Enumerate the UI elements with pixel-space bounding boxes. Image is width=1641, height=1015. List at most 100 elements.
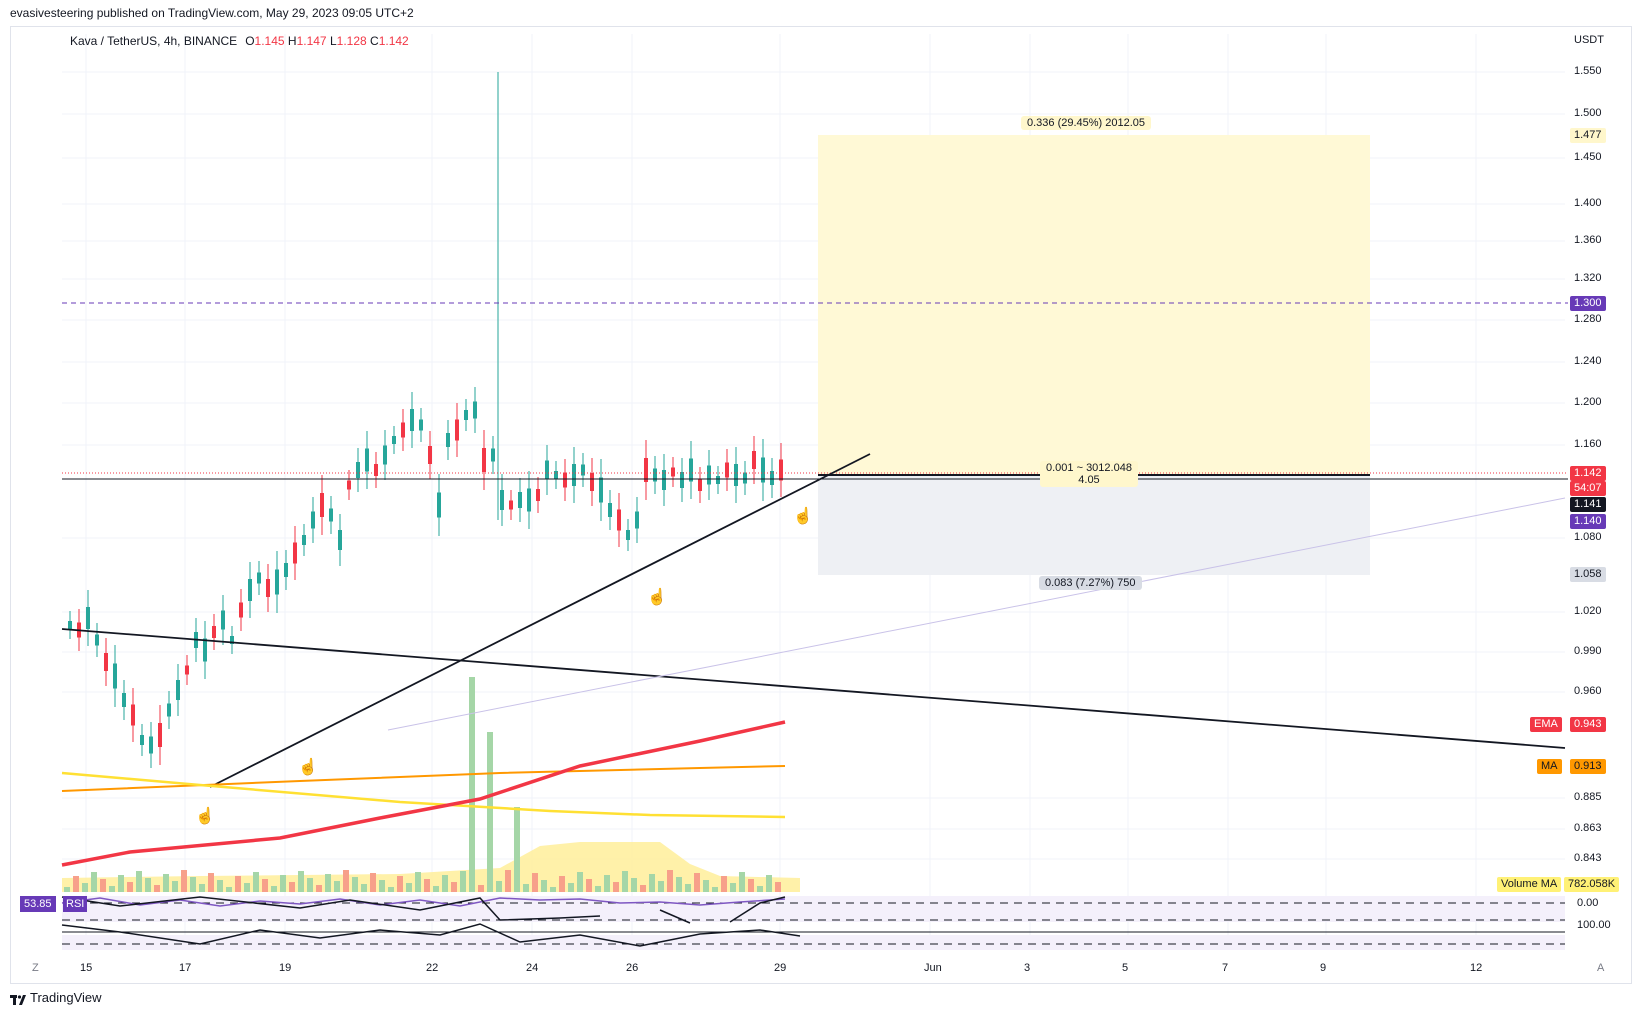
- price-tick: 0.990: [1574, 645, 1602, 657]
- currency-label[interactable]: USDT: [1574, 34, 1604, 46]
- candle-body: [437, 492, 441, 518]
- volume-bar: [541, 880, 547, 892]
- candle-body: [446, 433, 450, 447]
- price-tick: 1.160: [1574, 438, 1602, 450]
- auto-scale-button[interactable]: A: [1597, 962, 1605, 974]
- candle-body: [707, 465, 711, 485]
- candle-body: [572, 464, 576, 486]
- candle-body: [257, 572, 261, 584]
- volume-bar: [109, 886, 115, 892]
- pointer-icon: ☝: [298, 759, 318, 776]
- ema-label: EMA: [1534, 718, 1558, 730]
- volume-bar: [226, 887, 232, 892]
- candle-body: [347, 480, 351, 490]
- price-tick: 0.885: [1574, 791, 1602, 803]
- volume-bar: [334, 881, 340, 892]
- volume-bar: [721, 876, 727, 892]
- volume-bar: [586, 879, 592, 892]
- ema-legend: EMA: [1530, 717, 1562, 732]
- tag-1141: 1.141: [1570, 497, 1606, 512]
- time-tick: 24: [526, 962, 539, 974]
- rsi-value: 53.85: [24, 898, 52, 910]
- time-tick: Jun: [924, 962, 942, 974]
- brand-name: TradingView: [30, 990, 102, 1005]
- rsi-value-badge: 53.85: [20, 896, 56, 912]
- candle-body: [131, 704, 135, 726]
- ema-value-tag: 0.943: [1570, 717, 1606, 732]
- volume-bar: [469, 677, 475, 892]
- stop-label[interactable]: 0.083 (7.27%) 750: [1039, 576, 1142, 590]
- volume-bar: [127, 882, 133, 892]
- volume-bar: [703, 880, 709, 892]
- volume-bar: [766, 875, 772, 892]
- time-tick: 22: [426, 962, 439, 974]
- candle-body: [311, 511, 315, 529]
- tag-1300: 1.300: [1570, 296, 1606, 311]
- candle-body: [464, 410, 468, 420]
- brand-footer[interactable]: TradingView: [10, 990, 102, 1005]
- candle-body: [239, 602, 243, 618]
- price-tick: 1.550: [1574, 65, 1602, 77]
- price-tick: 1.280: [1574, 313, 1602, 325]
- candle-body: [302, 535, 306, 545]
- price-tick: 1.080: [1574, 531, 1602, 543]
- time-tick: 15: [80, 962, 93, 974]
- candle-body: [203, 638, 207, 662]
- open-value: 1.145: [254, 34, 285, 48]
- volume-bar: [271, 886, 277, 892]
- volume-bar: [388, 887, 394, 892]
- candlesticks: [68, 72, 783, 768]
- candle-body: [635, 511, 639, 529]
- candle-body: [356, 462, 360, 478]
- ma-yellow-line: [61, 771, 786, 819]
- candle-body: [248, 579, 252, 601]
- volume-bar: [712, 887, 718, 892]
- candle-body: [491, 448, 495, 462]
- volume-bar: [424, 879, 430, 892]
- volume-bar: [64, 887, 70, 892]
- volume-bar: [667, 870, 673, 892]
- volume-bar: [181, 870, 187, 892]
- candle-body: [743, 472, 747, 484]
- volume-bar: [199, 884, 205, 892]
- candle-body: [329, 508, 333, 522]
- entry-label[interactable]: 0.001 ~ 3012.048 4.05: [1040, 461, 1138, 487]
- zoom-reset-button[interactable]: Z: [32, 962, 39, 974]
- volume-bar: [748, 879, 754, 892]
- volume-bar: [397, 876, 403, 892]
- volume-bar: [352, 877, 358, 892]
- stop-zone: [818, 475, 1370, 575]
- candle-body: [716, 476, 720, 484]
- candle-body: [779, 459, 783, 481]
- pointer-icon: ☝: [793, 508, 813, 525]
- volume-bar: [172, 881, 178, 892]
- candle-body: [536, 489, 540, 501]
- entry-label-line1: 0.001 ~ 3012.048: [1046, 462, 1132, 474]
- price-tick: 1.200: [1574, 396, 1602, 408]
- volume-bar: [163, 874, 169, 892]
- volume-bar: [280, 875, 286, 892]
- candle-body: [365, 448, 369, 472]
- candle-body: [680, 472, 684, 488]
- rsi-label-badge[interactable]: RSI: [63, 896, 88, 912]
- rsi-band: [62, 896, 1565, 922]
- low-value: 1.128: [336, 34, 367, 48]
- volume-bar: [640, 885, 646, 892]
- volume-bar: [136, 871, 142, 892]
- candle-body: [401, 422, 405, 438]
- candle-body: [590, 473, 594, 491]
- volume-bar: [757, 886, 763, 892]
- time-tick: 12: [1470, 962, 1483, 974]
- tag-1058: 1.058: [1570, 567, 1606, 582]
- time-tick: 7: [1222, 962, 1229, 974]
- candle-body: [383, 445, 387, 465]
- price-tick: 1.240: [1574, 355, 1602, 367]
- target-label[interactable]: 0.336 (29.45%) 2012.05: [1021, 116, 1152, 130]
- candle-body: [104, 653, 108, 671]
- chart-frame: [10, 26, 1632, 984]
- volume-bar: [190, 877, 196, 892]
- price-tick: 0.863: [1574, 822, 1602, 834]
- volume-bar: [379, 880, 385, 892]
- candle-body: [86, 607, 90, 629]
